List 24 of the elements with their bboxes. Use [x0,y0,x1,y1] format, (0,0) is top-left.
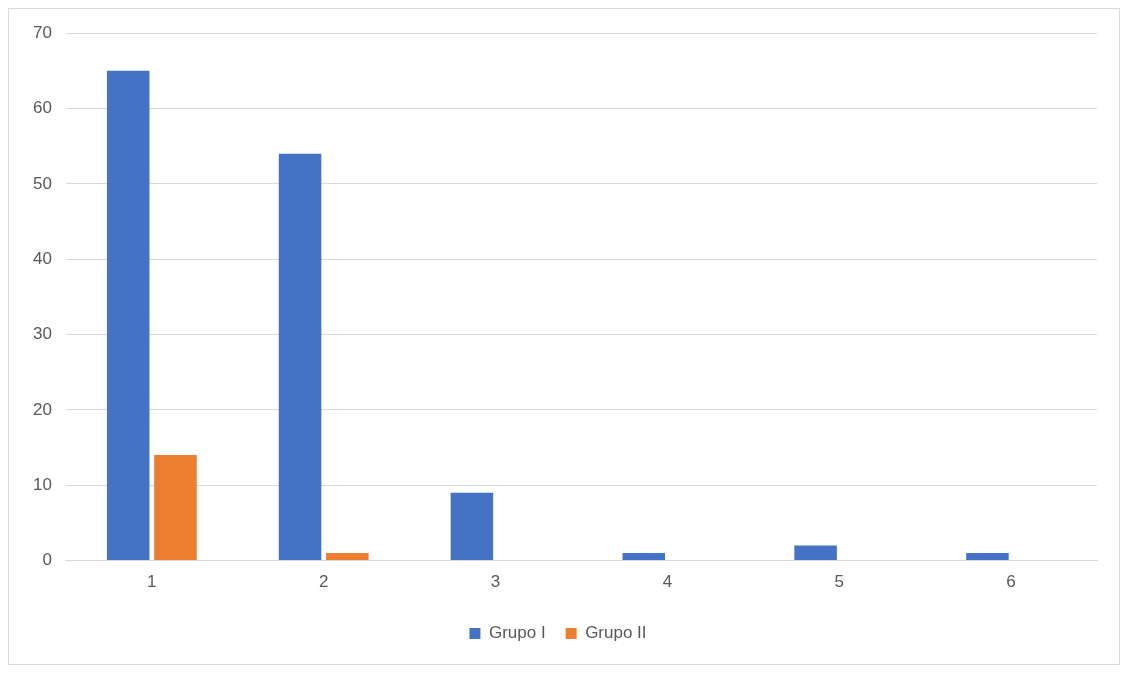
y-tick-label: 60 [32,98,52,118]
bar [794,545,837,561]
bar [278,153,322,561]
bar [154,455,197,561]
y-tick-label: 40 [32,248,52,268]
x-tick-label: 6 [1006,572,1016,592]
x-tick-label: 5 [834,572,844,592]
x-tick-label: 4 [662,572,673,592]
y-tick-label: 10 [32,474,52,494]
bar [622,553,666,561]
y-tick-label: 30 [32,324,52,344]
x-tick-label: 1 [147,572,157,592]
bar [966,553,1009,561]
y-tick-label: 50 [32,173,52,193]
x-tick-label: 2 [318,572,329,592]
bar [450,492,494,561]
bar [106,70,150,561]
legend-label: Grupo I [488,623,546,643]
legend-label: Grupo II [585,623,647,643]
y-tick-label: 20 [32,399,52,419]
y-tick-label: 70 [32,22,52,42]
y-tick-label: 0 [42,550,52,570]
bar [326,553,369,561]
x-tick-label: 3 [490,572,501,592]
